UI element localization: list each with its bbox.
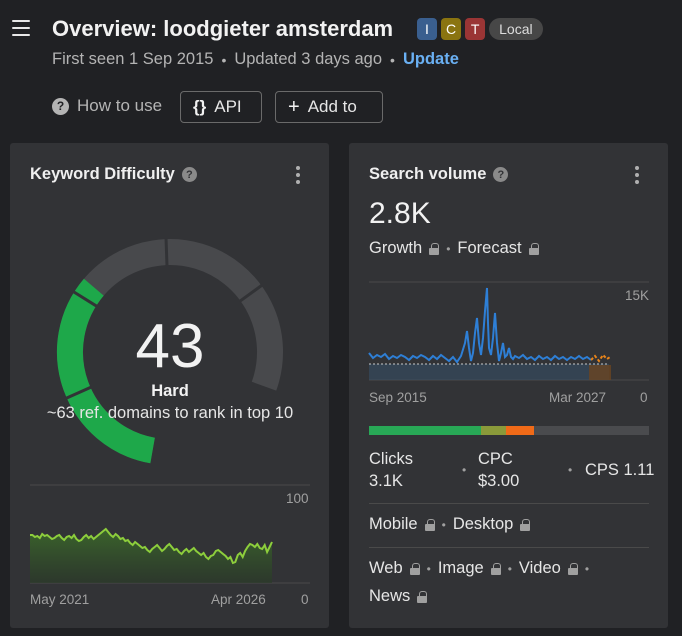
separator-dot: • xyxy=(507,561,512,576)
plus-icon: + xyxy=(288,95,300,118)
card-title: Search volume ? xyxy=(369,165,509,184)
bar-segment-paid xyxy=(506,426,534,435)
gauge-ticks xyxy=(65,238,264,400)
serp-distribution-bar xyxy=(369,426,649,435)
search-type-row: Web • Image • Video • xyxy=(369,559,589,578)
keyword-meta: First seen 1 Sep 2015 • Updated 3 days a… xyxy=(52,50,459,69)
divider xyxy=(369,503,649,504)
intent-badge-commercial: C xyxy=(441,18,462,40)
mobile-label[interactable]: Mobile xyxy=(369,515,418,533)
gauge-tick xyxy=(65,385,93,400)
question-icon: ? xyxy=(52,97,69,115)
separator-dot: • xyxy=(441,517,446,532)
trend-line xyxy=(30,527,273,565)
clicks-label: Clicks xyxy=(369,450,413,468)
separator-dot: • xyxy=(390,51,395,68)
trend-area xyxy=(30,529,272,583)
page-title: Overview: loodgieter amsterdam xyxy=(52,16,394,41)
bar-segment-clicks xyxy=(369,426,481,435)
web-label[interactable]: Web xyxy=(369,559,403,577)
separator-dot: • xyxy=(584,561,590,576)
intent-badge-informational: I xyxy=(417,18,437,40)
intent-badge-transactional: T xyxy=(465,18,486,40)
trend-start-label: May 2021 xyxy=(30,592,90,607)
trend-max-label: 100 xyxy=(286,491,309,506)
separator-dot: • xyxy=(462,463,467,477)
help-icon[interactable]: ? xyxy=(493,167,509,182)
add-to-button[interactable]: + Add to xyxy=(275,91,383,123)
kd-score: 43 xyxy=(135,312,205,381)
clicks-value: 3.1K xyxy=(369,472,403,490)
update-link[interactable]: Update xyxy=(402,50,459,68)
help-icon[interactable]: ? xyxy=(181,167,197,182)
kd-description: ~63 ref. domains to rank in top 10 xyxy=(46,404,294,422)
news-label[interactable]: News xyxy=(369,587,411,605)
search-volume-card: Search volume ? 2.8K Growth • Forecast 1… xyxy=(349,143,668,628)
device-row: Mobile • Desktop xyxy=(369,515,531,534)
lock-icon xyxy=(429,242,440,255)
search-type-row-2: News xyxy=(369,587,428,606)
gauge-fill xyxy=(56,278,156,464)
search-volume-value: 2.8K xyxy=(369,197,431,230)
growth-label[interactable]: Growth xyxy=(369,239,423,257)
search-volume-chart xyxy=(368,281,649,381)
sv-title: Search volume xyxy=(369,165,487,183)
image-label[interactable]: Image xyxy=(437,559,484,577)
separator-dot: • xyxy=(221,51,227,68)
first-seen-text: First seen 1 Sep 2015 xyxy=(52,50,214,68)
api-button[interactable]: {} API xyxy=(180,91,262,123)
bar-segment-mid xyxy=(481,426,506,435)
forecast-area xyxy=(589,365,611,380)
how-to-use-label: How to use xyxy=(77,96,163,115)
kd-level: Hard xyxy=(151,382,189,400)
clicks-stat: Clicks 3.1K xyxy=(369,448,413,492)
updated-text: Updated 3 days ago xyxy=(234,50,383,68)
kd-title: Keyword Difficulty xyxy=(30,165,175,183)
trend-min-label: 0 xyxy=(301,592,309,607)
trend-end-label: Apr 2026 xyxy=(211,592,266,607)
gauge-tick xyxy=(164,238,169,267)
gauge-tick xyxy=(72,290,98,308)
forecast-label[interactable]: Forecast xyxy=(457,239,522,257)
lock-icon xyxy=(567,562,578,575)
bar-segment-rest xyxy=(534,426,649,435)
separator-dot: • xyxy=(446,241,451,256)
more-options-icon[interactable] xyxy=(635,166,639,184)
cps-stat: CPS 1.11 xyxy=(585,461,655,479)
separator-dot: • xyxy=(568,463,573,477)
menu-icon[interactable] xyxy=(12,20,30,36)
separator-dot: • xyxy=(426,561,431,576)
code-braces-icon: {} xyxy=(193,97,207,116)
more-options-icon[interactable] xyxy=(296,166,300,184)
lock-icon xyxy=(528,242,539,255)
card-title: Keyword Difficulty ? xyxy=(30,165,197,184)
local-badge: Local xyxy=(489,18,543,40)
lock-icon xyxy=(520,518,531,531)
video-label[interactable]: Video xyxy=(518,559,561,577)
how-to-use-link[interactable]: ? How to use xyxy=(52,96,162,116)
sv-min-label: 0 xyxy=(640,390,648,405)
add-to-button-label: Add to xyxy=(307,97,357,116)
cpc-value: $3.00 xyxy=(478,472,520,490)
lock-icon xyxy=(424,518,435,531)
forecast-line xyxy=(590,353,611,363)
lock-icon xyxy=(417,590,428,603)
keyword-difficulty-card: Keyword Difficulty ? 43 Hard ~63 ref. do… xyxy=(10,143,329,628)
growth-forecast-row: Growth • Forecast xyxy=(369,239,539,258)
gauge-tick xyxy=(238,283,264,303)
api-button-label: API xyxy=(214,97,242,116)
desktop-label[interactable]: Desktop xyxy=(452,515,514,533)
sv-area xyxy=(369,364,609,380)
lock-icon xyxy=(490,562,501,575)
cpc-stat: CPC $3.00 xyxy=(478,448,519,492)
kd-gauge xyxy=(30,238,310,584)
intent-badges: I C T Local xyxy=(417,18,543,40)
sv-start-label: Sep 2015 xyxy=(369,390,427,405)
sv-end-label: Mar 2027 xyxy=(549,390,607,405)
lock-icon xyxy=(409,562,420,575)
sv-max-label: 15K xyxy=(625,288,650,303)
cpc-label: CPC xyxy=(478,450,513,468)
divider xyxy=(369,547,649,548)
sv-line xyxy=(368,287,592,364)
